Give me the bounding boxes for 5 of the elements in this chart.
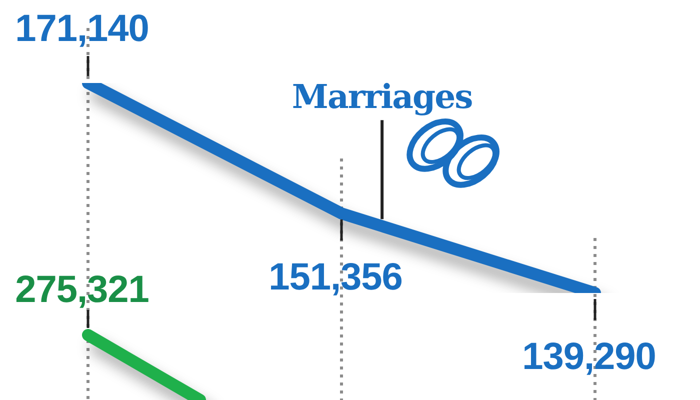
- series-label: Marriages: [292, 77, 473, 116]
- annotation: 275,321: [15, 269, 150, 311]
- data-label: 139,290: [522, 336, 656, 378]
- data-label: 151,356: [268, 256, 402, 298]
- data-label: 171,140: [15, 8, 149, 50]
